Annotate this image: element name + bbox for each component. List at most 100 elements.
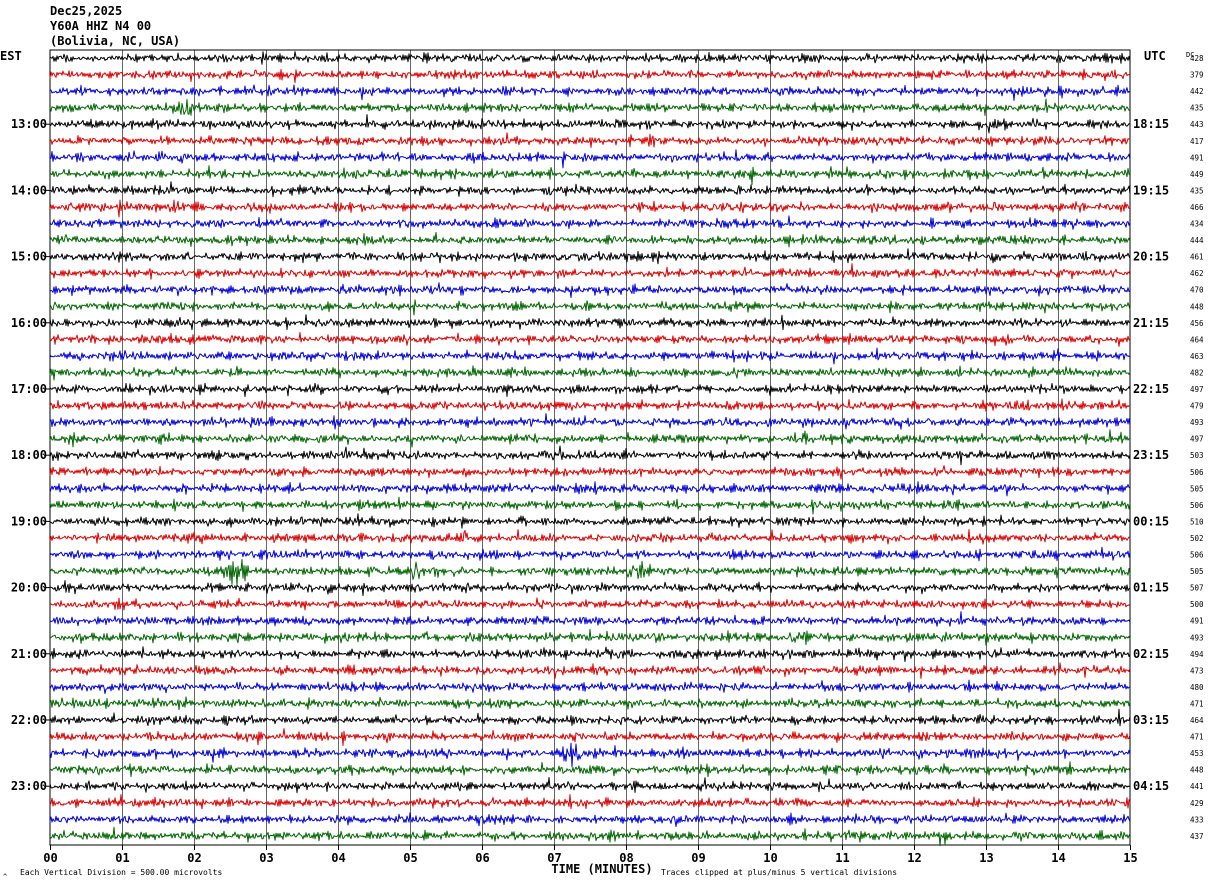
dc-offset-value: 470 — [1190, 286, 1204, 295]
dc-offset-value: 448 — [1190, 302, 1204, 311]
dc-offset-value: 461 — [1190, 253, 1204, 262]
seismic-trace-row — [49, 826, 1131, 847]
dc-offset-value: 464 — [1190, 335, 1204, 344]
x-tick-label: 07 — [547, 851, 561, 865]
seismic-trace-row — [49, 580, 1131, 597]
seismic-trace-row — [49, 481, 1131, 497]
seismic-trace-row — [49, 215, 1131, 230]
seismic-trace-row — [49, 777, 1131, 794]
right-hour-label: 01:15 — [1133, 581, 1169, 595]
right-hour-label: 19:15 — [1133, 183, 1169, 197]
left-hour-label: 13:00 — [11, 117, 47, 131]
dc-offset-value: 417 — [1190, 137, 1204, 146]
dc-offset-value: 379 — [1190, 71, 1204, 80]
right-hour-label: 23:15 — [1133, 448, 1169, 462]
x-tick-label: 11 — [835, 851, 849, 865]
dc-offset-value: 493 — [1190, 418, 1204, 427]
seismic-trace-row — [49, 429, 1131, 448]
left-hour-label: 17:00 — [11, 382, 47, 396]
seismic-trace-row — [49, 742, 1131, 768]
seismic-trace-row — [49, 332, 1131, 347]
seismic-trace-row — [49, 314, 1131, 331]
dc-offset-value: 466 — [1190, 203, 1204, 212]
dc-offset-value: 506 — [1190, 468, 1204, 477]
dc-offset-value: 437 — [1190, 832, 1204, 841]
right-hour-label: 20:15 — [1133, 250, 1169, 264]
seismic-trace-row — [49, 263, 1131, 280]
seismic-trace-row — [49, 445, 1131, 466]
seismic-trace-row — [49, 812, 1131, 827]
seismic-trace-row — [49, 413, 1131, 430]
seismic-trace-row — [49, 114, 1130, 134]
dc-offset-value: 505 — [1190, 484, 1204, 493]
seismic-trace-row — [49, 597, 1131, 611]
dc-offset-value: 433 — [1190, 815, 1204, 824]
dc-offset-value: 434 — [1190, 220, 1204, 229]
seismic-trace-row — [49, 696, 1131, 711]
seismic-trace-row — [49, 546, 1131, 562]
seismic-trace-row — [49, 299, 1131, 316]
seismic-trace-row — [49, 84, 1131, 101]
seismic-trace-row — [49, 347, 1131, 365]
right-hour-label: 00:15 — [1133, 514, 1169, 528]
right-hour-label: 03:15 — [1133, 713, 1169, 727]
dc-offset-value: 510 — [1190, 517, 1204, 526]
x-tick-label: 04 — [331, 851, 345, 865]
dc-offset-value: 429 — [1190, 799, 1204, 808]
dc-offset-value: 442 — [1190, 87, 1204, 96]
seismic-trace-row — [49, 465, 1131, 480]
dc-offset-value: 491 — [1190, 617, 1204, 626]
right-hour-label: 02:15 — [1133, 647, 1169, 661]
dc-offset-value: 456 — [1190, 319, 1204, 328]
seismic-trace-row — [49, 628, 1131, 646]
right-hour-label: 22:15 — [1133, 382, 1169, 396]
corner-mark: ^ — [3, 873, 7, 881]
x-tick-label: 13 — [979, 851, 993, 865]
left-hour-label: 22:00 — [11, 713, 47, 727]
left-hour-label: 19:00 — [11, 514, 47, 528]
left-timezone-label: EST — [0, 49, 22, 63]
left-hour-label: 15:00 — [11, 250, 47, 264]
dc-offset-value: 480 — [1190, 683, 1204, 692]
seismic-trace-row — [49, 231, 1131, 248]
seismic-trace-row — [49, 611, 1131, 627]
x-tick-label: 01 — [115, 851, 129, 865]
dc-offset-value: 471 — [1190, 733, 1204, 742]
header-station: Y60A HHZ N4 00 — [50, 19, 152, 33]
left-hour-label: 18:00 — [11, 448, 47, 462]
right-timezone-label: UTC — [1144, 49, 1166, 63]
dc-offset-value: 493 — [1190, 633, 1204, 642]
left-hour-label: 21:00 — [11, 647, 47, 661]
seismic-trace-row — [49, 761, 1131, 778]
right-hour-label: 21:15 — [1133, 316, 1169, 330]
right-hour-label: 18:15 — [1133, 117, 1169, 131]
header-date: Dec25,2025 — [50, 4, 123, 18]
x-tick-label: 06 — [475, 851, 489, 865]
seismic-trace-row — [49, 728, 1131, 747]
dc-offset-value: 443 — [1190, 120, 1204, 129]
x-tick-label: 03 — [259, 851, 273, 865]
traces-group — [49, 51, 1131, 847]
dc-offset-value: 479 — [1190, 402, 1204, 411]
left-hour-label: 20:00 — [11, 581, 47, 595]
right-hour-label: 04:15 — [1133, 779, 1169, 793]
x-tick-label: 00 — [43, 851, 57, 865]
seismic-trace-row — [49, 398, 1131, 412]
dc-offset-value: 497 — [1190, 435, 1204, 444]
dc-offset-value: 503 — [1190, 451, 1204, 460]
seismic-trace-row — [49, 165, 1131, 185]
dc-offset-value: 473 — [1190, 666, 1204, 675]
dc-offset-value: 428 — [1190, 54, 1204, 63]
plot-frame — [49, 49, 1131, 846]
seismic-trace-row — [49, 181, 1131, 198]
clip-note: Traces clipped at plus/minus 5 vertical … — [661, 868, 897, 877]
x-axis-title: TIME (MINUTES) — [551, 862, 652, 876]
dc-offset-value: 497 — [1190, 385, 1204, 394]
dc-offset-value: 502 — [1190, 534, 1204, 543]
left-hour-label: 16:00 — [11, 316, 47, 330]
seismic-trace-row — [49, 282, 1131, 299]
dc-offset-value: 494 — [1190, 650, 1204, 659]
seismic-trace-row — [49, 365, 1131, 381]
